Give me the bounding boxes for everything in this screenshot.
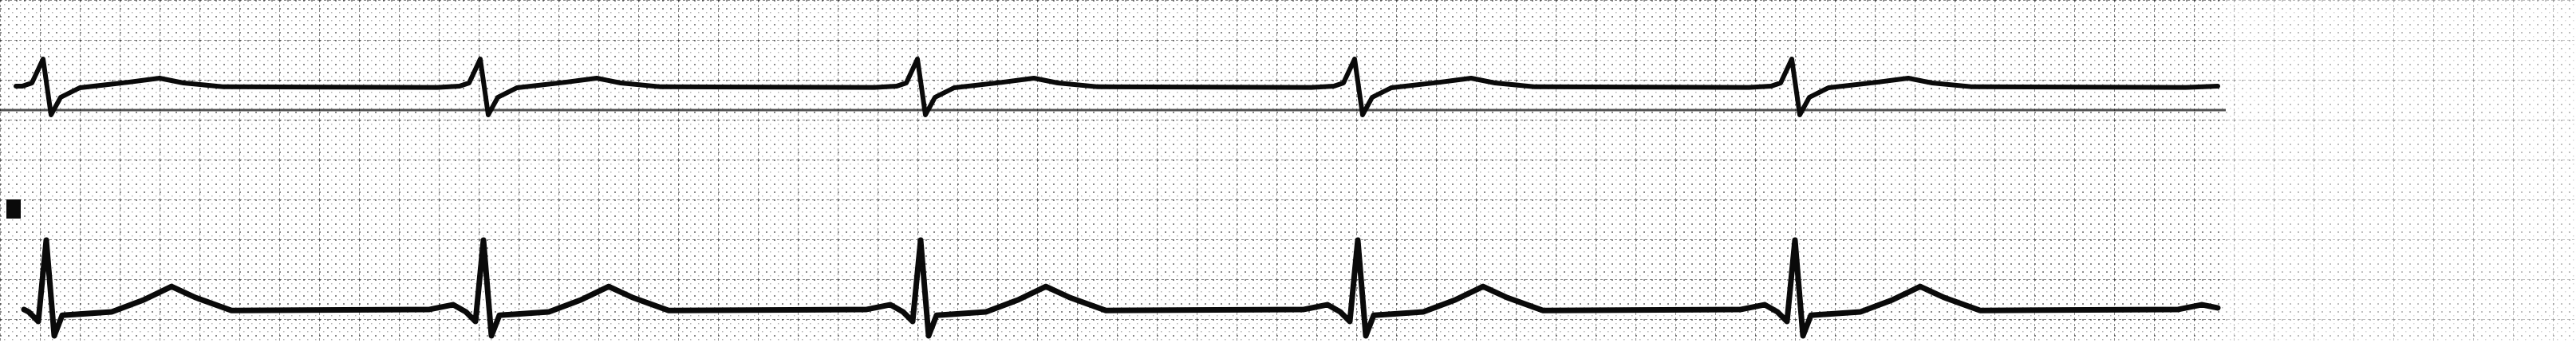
lead-marker	[6, 199, 21, 219]
strip-right-margin	[2226, 0, 2576, 343]
lead-1-trace	[14, 57, 2220, 117]
lead-2-trace	[21, 237, 2221, 339]
